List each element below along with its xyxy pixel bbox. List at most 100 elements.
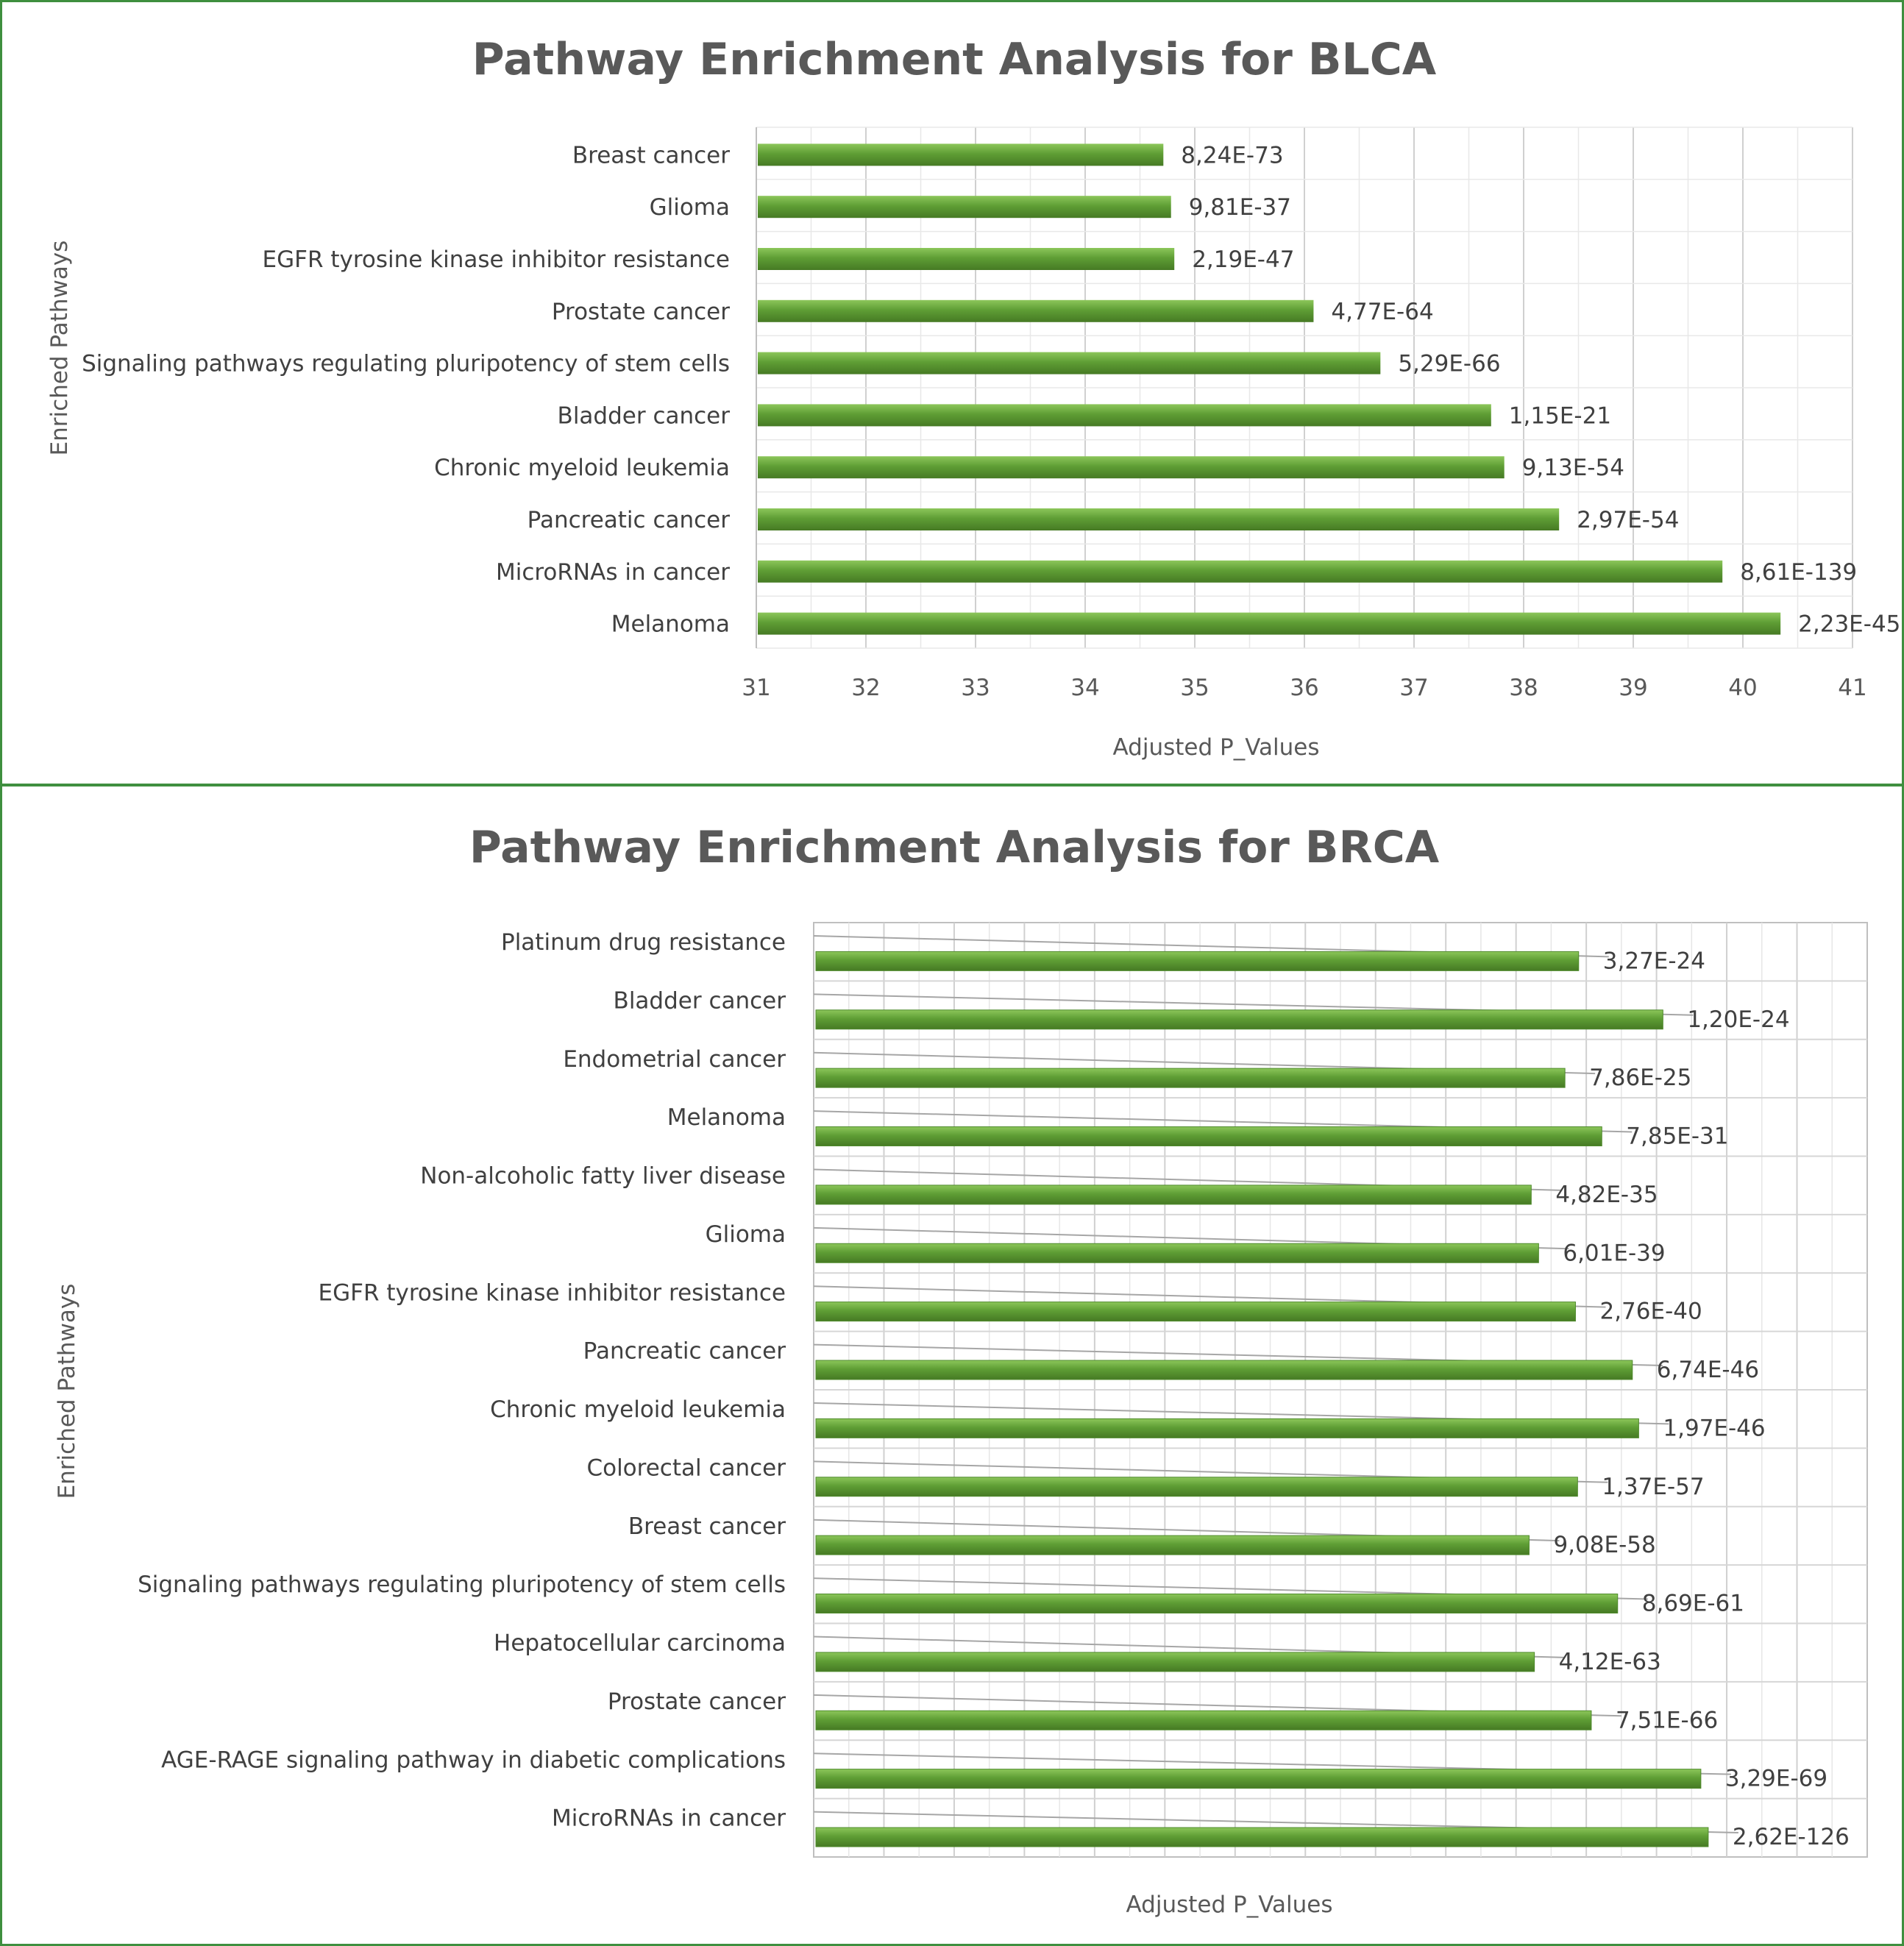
category-label: Bladder cancer (614, 987, 786, 1014)
data-label: 1,15E-21 (1509, 402, 1611, 429)
bar (815, 1710, 1592, 1730)
data-label: 2,23E-45 (1798, 611, 1900, 638)
bar (815, 1418, 1639, 1438)
bar (815, 1302, 1576, 1322)
data-label: 4,82E-35 (1555, 1182, 1658, 1208)
x-axis-label: Adjusted P_Values (1113, 734, 1320, 761)
category-label: AGE-RAGE signaling pathway in diabetic c… (161, 1747, 786, 1773)
x-tick-label: 40 (1728, 675, 1757, 701)
brca-bar-chart: Pathway Enrichment Analysis for BRCA Enr… (54, 822, 1868, 1918)
category-label: Glioma (650, 194, 730, 221)
data-label: 8,61E-139 (1740, 559, 1857, 586)
bar (815, 1769, 1702, 1789)
data-label: 1,20E-24 (1687, 1006, 1789, 1033)
data-label: 9,13E-54 (1522, 455, 1624, 481)
y-axis-label: Enriched Pathways (54, 1284, 80, 1499)
bar (758, 404, 1491, 427)
category-label: Melanoma (611, 611, 730, 638)
data-label: 4,77E-64 (1331, 299, 1433, 325)
plot-area: 31 32 33 34 35 36 37 38 39 40 41 Breast cancer 8,24E… (82, 127, 1900, 701)
data-label: 7,86E-25 (1589, 1065, 1691, 1091)
x-tick-label: 34 (1070, 675, 1099, 701)
category-label: Non-alcoholic fatty liver disease (420, 1163, 786, 1190)
category-label: EGFR tyrosine kinase inhibitor resistanc… (263, 246, 731, 273)
category-label: MicroRNAs in cancer (496, 559, 730, 586)
category-label: Signaling pathways regulating pluripoten… (138, 1572, 786, 1598)
x-tick-label: 37 (1399, 675, 1428, 701)
bar (758, 456, 1505, 479)
category-label: Colorectal cancer (586, 1455, 786, 1481)
bar (758, 299, 1314, 322)
bar (758, 352, 1381, 374)
category-label: Chronic myeloid leukemia (434, 455, 730, 481)
category-label: Prostate cancer (552, 299, 730, 325)
bar (815, 1009, 1663, 1030)
category-label: Pancreatic cancer (583, 1338, 786, 1365)
category-label: MicroRNAs in cancer (552, 1805, 786, 1832)
data-label: 3,29E-69 (1725, 1766, 1827, 1792)
bar (815, 951, 1580, 971)
data-label: 9,81E-37 (1189, 194, 1291, 221)
chart-title: Pathway Enrichment Analysis for BRCA (469, 822, 1440, 873)
bar (815, 1243, 1539, 1263)
category-label: Endometrial cancer (563, 1046, 786, 1073)
category-label: Melanoma (667, 1104, 786, 1131)
category-label: Hepatocellular carcinoma (494, 1630, 786, 1657)
data-label: 1,37E-57 (1602, 1474, 1704, 1500)
bar (758, 612, 1781, 635)
brca-chart-panel: Pathway Enrichment Analysis for BRCA Enr… (0, 784, 1904, 1946)
data-label: 6,74E-46 (1657, 1357, 1759, 1383)
x-tick-label: 33 (961, 675, 990, 701)
category-label: Chronic myeloid leukemia (490, 1396, 786, 1423)
bar (758, 248, 1175, 270)
data-label: 8,24E-73 (1181, 142, 1283, 168)
bar (815, 1827, 1709, 1847)
x-tick-label: 36 (1290, 675, 1318, 701)
bar (815, 1126, 1602, 1147)
x-tick-label: 39 (1619, 675, 1647, 701)
category-label: Glioma (706, 1221, 786, 1248)
data-label: 7,85E-31 (1626, 1123, 1728, 1150)
plot-area: Platinum drug resistance 3,27E-24 Bladder … (138, 922, 1868, 1858)
x-tick-label: 41 (1838, 675, 1866, 701)
data-label: 2,76E-40 (1599, 1299, 1702, 1325)
data-label: 1,97E-46 (1663, 1415, 1765, 1441)
data-label: 6,01E-39 (1563, 1240, 1665, 1266)
category-label: Pancreatic cancer (527, 507, 731, 533)
data-label: 2,97E-54 (1577, 507, 1679, 533)
blca-bar-chart: Pathway Enrichment Analysis for BLCA Enr… (46, 34, 1900, 761)
category-label: Signaling pathways regulating pluripoten… (82, 351, 730, 377)
category-label: Breast cancer (628, 1513, 786, 1540)
data-label: 9,08E-58 (1553, 1532, 1655, 1558)
bar (815, 1535, 1530, 1555)
bar (815, 1652, 1535, 1672)
data-label: 2,62E-126 (1733, 1824, 1850, 1850)
category-label: EGFR tyrosine kinase inhibitor resistanc… (319, 1279, 786, 1306)
y-axis-label: Enriched Pathways (46, 241, 73, 456)
bar (815, 1068, 1566, 1088)
data-label: 7,51E-66 (1616, 1707, 1718, 1733)
chart-title: Pathway Enrichment Analysis for BLCA (472, 34, 1437, 85)
x-tick-label: 38 (1509, 675, 1538, 701)
data-label: 8,69E-61 (1642, 1591, 1744, 1617)
bar (815, 1360, 1633, 1380)
x-tick-label: 31 (742, 675, 770, 701)
x-tick-label: 32 (851, 675, 880, 701)
data-label: 2,19E-47 (1192, 246, 1294, 273)
data-label: 4,12E-63 (1559, 1649, 1661, 1675)
bar (815, 1594, 1619, 1614)
bar (758, 143, 1164, 166)
data-label: 5,29E-66 (1398, 351, 1500, 377)
bar (758, 508, 1560, 530)
category-label: Prostate cancer (608, 1688, 786, 1715)
blca-chart-panel: Pathway Enrichment Analysis for BLCA Enr… (0, 0, 1904, 786)
data-label: 3,27E-24 (1603, 948, 1705, 974)
x-tick-label: 35 (1180, 675, 1209, 701)
category-label: Breast cancer (572, 142, 730, 168)
bar (758, 196, 1171, 219)
bar (758, 560, 1723, 583)
bar (815, 1477, 1578, 1497)
category-label: Platinum drug resistance (501, 929, 786, 956)
bar (815, 1185, 1532, 1205)
category-label: Bladder cancer (558, 402, 731, 429)
